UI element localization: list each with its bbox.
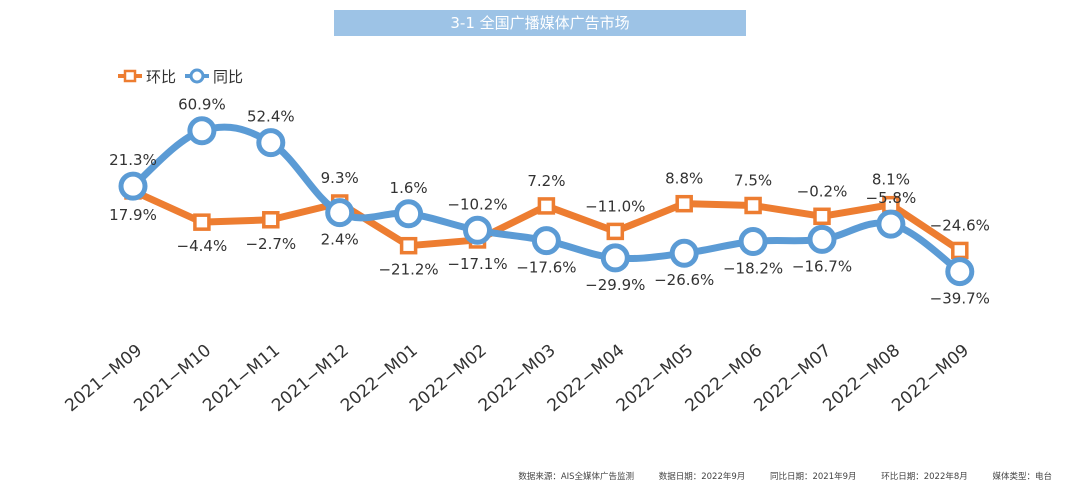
marker-mom-2022-M01 <box>399 236 418 255</box>
label-yoy-2022-M04: −29.9% <box>585 276 645 294</box>
marker-yoy-2022-M02 <box>463 215 492 245</box>
marker-yoy-2022-M03 <box>531 226 561 256</box>
marker-yoy-2022-M05 <box>669 238 699 268</box>
legend-yoy-label: 同比 <box>213 68 243 86</box>
footer-source: 数据来源：AIS全媒体广告监测 <box>518 472 635 482</box>
marker-mom-2021-M11 <box>262 211 280 229</box>
legend-mom-marker <box>123 69 137 83</box>
marker-yoy-2022-M08 <box>876 209 906 239</box>
label-mom-2022-M05: 8.8% <box>665 170 703 188</box>
footer-data-date: 数据日期：2022年9月 <box>658 472 746 482</box>
label-yoy-2022-M02: −10.2% <box>447 195 507 213</box>
label-mom-2021-M11: −2.7% <box>245 235 296 253</box>
label-mom-2022-M06: 7.5% <box>734 172 772 190</box>
label-yoy-2022-M08: −5.8% <box>866 189 917 207</box>
label-mom-2022-M04: −11.0% <box>585 197 645 215</box>
label-yoy-2022-M03: −17.6% <box>516 259 576 277</box>
label-mom-2022-M02: −17.1% <box>447 255 507 273</box>
label-yoy-2021-M09: 21.3% <box>109 151 157 169</box>
label-yoy-2022-M05: −26.6% <box>654 271 714 289</box>
footer: 数据来源：AIS全媒体广告监测 数据日期：2022年9月 同比日期：2021年9… <box>0 470 1052 482</box>
marker-yoy-2022-M01 <box>394 199 424 229</box>
marker-mom-2022-M05 <box>675 194 693 213</box>
label-yoy-2022-M07: −16.7% <box>792 257 852 275</box>
marker-mom-2022-M09 <box>951 241 969 260</box>
label-mom-2022-M01: −21.2% <box>378 261 438 279</box>
label-mom-2022-M03: 7.2% <box>527 172 565 190</box>
marker-yoy-2022-M07 <box>807 224 837 254</box>
marker-yoy-2022-M09 <box>945 257 975 287</box>
label-mom-2021-M12: 9.3% <box>321 169 359 187</box>
marker-mom-2022-M03 <box>537 197 556 215</box>
legend-mom-label: 环比 <box>146 68 176 86</box>
marker-mom-2022-M06 <box>744 196 762 215</box>
marker-mom-2022-M04 <box>606 222 625 241</box>
marker-yoy-2021-M10 <box>187 116 217 146</box>
marker-yoy-2022-M06 <box>738 226 768 256</box>
marker-mom-2021-M10 <box>193 213 211 231</box>
label-yoy-2022-M01: 1.6% <box>390 179 428 197</box>
footer-media-type: 媒体类型：电台 <box>992 472 1052 482</box>
footer-yoy-date: 同比日期：2021年9月 <box>769 472 857 482</box>
x-tick-2022-M09: 2022−M09 <box>888 341 973 417</box>
label-yoy-2021-M12: 2.4% <box>321 231 359 249</box>
label-yoy-2021-M11: 52.4% <box>247 108 295 126</box>
legend-yoy-marker <box>189 68 205 84</box>
label-mom-2022-M08: 8.1% <box>872 171 910 189</box>
label-yoy-2022-M06: −18.2% <box>723 259 783 277</box>
footer-mom-date: 环比日期：2022年8月 <box>881 472 968 482</box>
label-mom-2021-M09: 17.9% <box>109 206 157 224</box>
label-yoy-2021-M10: 60.9% <box>178 96 226 114</box>
marker-yoy-2021-M11 <box>256 128 286 158</box>
label-yoy-2022-M09: −39.7% <box>930 290 990 308</box>
label-mom-2021-M10: −4.4% <box>177 237 228 255</box>
chart-title: 3-1 全国广播媒体广告市场 <box>334 10 746 36</box>
label-mom-2022-M09: −24.6% <box>930 216 990 234</box>
marker-yoy-2021-M12 <box>325 198 355 228</box>
marker-yoy-2022-M04 <box>600 243 630 273</box>
marker-yoy-2021-M09 <box>118 171 148 201</box>
marker-mom-2022-M07 <box>813 207 831 226</box>
label-mom-2022-M07: −0.2% <box>797 182 848 200</box>
